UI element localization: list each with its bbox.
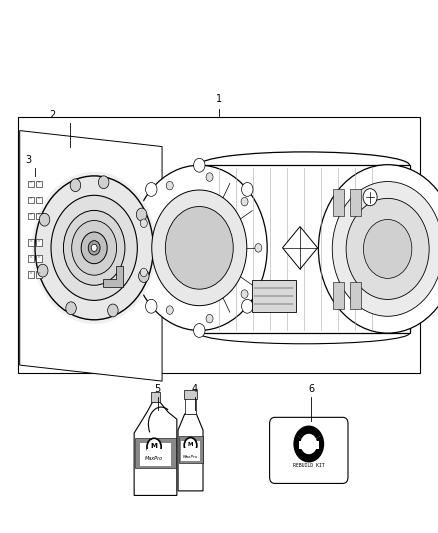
Circle shape	[35, 176, 153, 320]
Circle shape	[91, 244, 97, 252]
Bar	[28, 197, 34, 203]
Bar	[151, 392, 160, 402]
Circle shape	[241, 290, 248, 298]
Text: 6: 6	[308, 384, 314, 394]
Bar	[185, 398, 196, 414]
Circle shape	[81, 232, 107, 264]
Circle shape	[145, 182, 157, 196]
Circle shape	[364, 220, 412, 278]
Circle shape	[136, 208, 147, 221]
Circle shape	[166, 306, 173, 314]
Circle shape	[32, 172, 157, 324]
Text: 1: 1	[216, 94, 222, 104]
Circle shape	[363, 189, 377, 206]
Bar	[36, 197, 42, 203]
Bar	[181, 441, 200, 461]
Circle shape	[51, 195, 138, 301]
Polygon shape	[179, 436, 202, 463]
Circle shape	[70, 179, 81, 192]
Circle shape	[242, 182, 253, 196]
Bar	[333, 189, 344, 216]
Circle shape	[206, 314, 213, 323]
Bar	[36, 255, 42, 262]
Text: 5: 5	[155, 384, 161, 394]
Circle shape	[194, 158, 205, 172]
Circle shape	[39, 213, 50, 226]
Circle shape	[145, 300, 157, 313]
Bar	[183, 448, 198, 454]
Bar	[28, 255, 34, 262]
Polygon shape	[20, 131, 162, 381]
Polygon shape	[283, 227, 318, 269]
Bar	[36, 213, 42, 219]
Circle shape	[99, 176, 109, 189]
Bar	[333, 282, 344, 309]
Bar	[28, 271, 34, 278]
Circle shape	[346, 198, 429, 300]
Text: M: M	[151, 443, 158, 449]
Bar	[199, 165, 410, 333]
Circle shape	[108, 304, 118, 317]
Circle shape	[255, 244, 262, 252]
Polygon shape	[178, 414, 203, 491]
Circle shape	[88, 241, 100, 255]
Circle shape	[138, 270, 149, 282]
Circle shape	[66, 302, 76, 314]
Circle shape	[318, 165, 438, 333]
Bar	[147, 449, 164, 457]
Circle shape	[206, 173, 213, 181]
Bar	[184, 390, 197, 399]
Text: REBUILD KIT: REBUILD KIT	[293, 463, 325, 468]
Circle shape	[72, 221, 117, 275]
Circle shape	[140, 268, 147, 277]
Bar	[36, 271, 42, 278]
FancyBboxPatch shape	[269, 417, 348, 483]
Bar	[36, 239, 42, 246]
Circle shape	[140, 219, 147, 228]
Bar	[140, 443, 171, 466]
Circle shape	[332, 182, 438, 316]
Text: 2: 2	[49, 110, 56, 120]
Circle shape	[166, 181, 173, 190]
Bar	[28, 239, 34, 246]
Circle shape	[241, 197, 248, 206]
Polygon shape	[134, 402, 177, 496]
Bar	[350, 282, 361, 309]
Bar	[36, 181, 42, 187]
Circle shape	[300, 434, 317, 454]
Bar	[18, 117, 420, 373]
Circle shape	[147, 438, 161, 456]
Text: MaxPro: MaxPro	[183, 456, 198, 459]
Text: M: M	[188, 442, 193, 447]
Bar	[299, 441, 318, 449]
Wedge shape	[295, 435, 323, 461]
Text: MaxPro: MaxPro	[145, 456, 163, 461]
Polygon shape	[103, 266, 123, 287]
Circle shape	[184, 438, 197, 453]
Text: 3: 3	[25, 155, 32, 165]
Circle shape	[295, 427, 323, 461]
Circle shape	[194, 324, 205, 337]
Bar	[28, 213, 34, 219]
Wedge shape	[297, 427, 321, 444]
Bar	[252, 280, 296, 312]
Circle shape	[166, 206, 233, 289]
Circle shape	[131, 165, 267, 330]
Circle shape	[242, 300, 253, 313]
Polygon shape	[135, 438, 176, 468]
Circle shape	[38, 264, 48, 277]
Bar	[28, 181, 34, 187]
Text: MOPAR: MOPAR	[300, 455, 318, 460]
Circle shape	[152, 190, 247, 305]
Circle shape	[64, 211, 125, 285]
Bar	[350, 189, 361, 216]
Text: 4: 4	[192, 384, 198, 394]
